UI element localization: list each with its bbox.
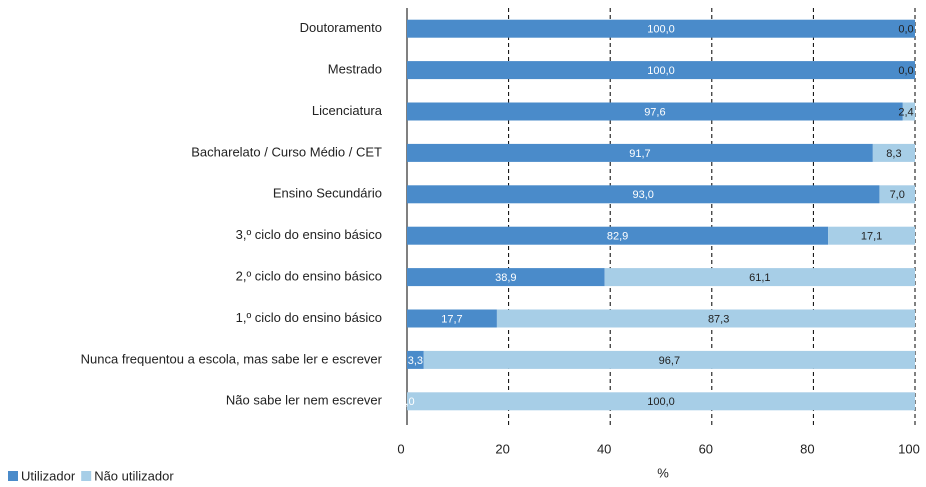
- y-tick-label: 3,º ciclo do ensino básico: [236, 227, 382, 242]
- bar: [496, 309, 915, 328]
- data-label: 91,7: [629, 148, 650, 160]
- bars: [407, 19, 915, 411]
- data-label: 97,6: [644, 106, 665, 118]
- legend-swatch: [8, 471, 18, 481]
- data-label: 17,7: [441, 313, 462, 325]
- data-label: 87,3: [708, 313, 729, 325]
- bar: [407, 392, 915, 411]
- data-label: 3,3: [408, 355, 423, 367]
- data-label: 8,3: [886, 148, 901, 160]
- y-tick-label: Nunca frequentou a escola, mas sabe ler …: [81, 351, 383, 366]
- data-label: 96,7: [659, 355, 680, 367]
- bar: [828, 226, 915, 245]
- data-label: 100,0: [647, 65, 675, 77]
- data-label: 17,1: [861, 231, 882, 243]
- data-label: 82,9: [607, 231, 628, 243]
- x-tick-label: 60: [699, 441, 713, 456]
- bar: [407, 143, 873, 162]
- y-tick-label: Mestrado: [328, 62, 382, 77]
- bar: [407, 185, 880, 204]
- data-label: 61,1: [749, 272, 770, 284]
- data-label: 0,0: [399, 396, 414, 408]
- bar: [872, 143, 915, 162]
- y-tick-label: 1,º ciclo do ensino básico: [236, 310, 382, 325]
- data-label: 38,9: [495, 272, 516, 284]
- bar: [407, 226, 829, 245]
- data-label: 93,0: [633, 189, 654, 201]
- bar: [407, 61, 915, 80]
- y-tick-label: Ensino Secundário: [273, 186, 382, 201]
- y-tick-label: Licenciatura: [312, 103, 383, 118]
- bar: [407, 102, 903, 121]
- x-tick-label: 100: [898, 441, 920, 456]
- legend-label: Não utilizador: [94, 468, 174, 483]
- bar: [423, 350, 915, 369]
- x-tick-label: 20: [495, 441, 509, 456]
- bar: [407, 268, 605, 287]
- x-tick-label: 40: [597, 441, 611, 456]
- y-tick-label: Bacharelato / Curso Médio / CET: [191, 144, 382, 159]
- legend-swatch: [81, 471, 92, 481]
- bar: [902, 102, 915, 121]
- data-label: 100,0: [647, 24, 675, 36]
- data-label: 7,0: [890, 189, 905, 201]
- bar: [407, 309, 497, 328]
- y-tick-label: Não sabe ler nem escrever: [226, 393, 383, 408]
- data-label: 2,4: [898, 106, 913, 118]
- bar: [407, 19, 915, 38]
- y-tick-label: 2,º ciclo do ensino básico: [236, 269, 382, 284]
- legend-label: Utilizador: [21, 468, 76, 483]
- data-label: 0,0: [898, 65, 913, 77]
- data-label: 100,0: [647, 396, 675, 408]
- x-tick-label: 80: [800, 441, 814, 456]
- data-label: 0,0: [898, 24, 913, 36]
- x-tick-label: 0: [397, 441, 404, 456]
- bar: [604, 268, 915, 287]
- bar: [879, 185, 915, 204]
- y-tick-label: Doutoramento: [300, 20, 382, 35]
- bar: [407, 350, 424, 369]
- x-axis-label: %: [657, 465, 669, 480]
